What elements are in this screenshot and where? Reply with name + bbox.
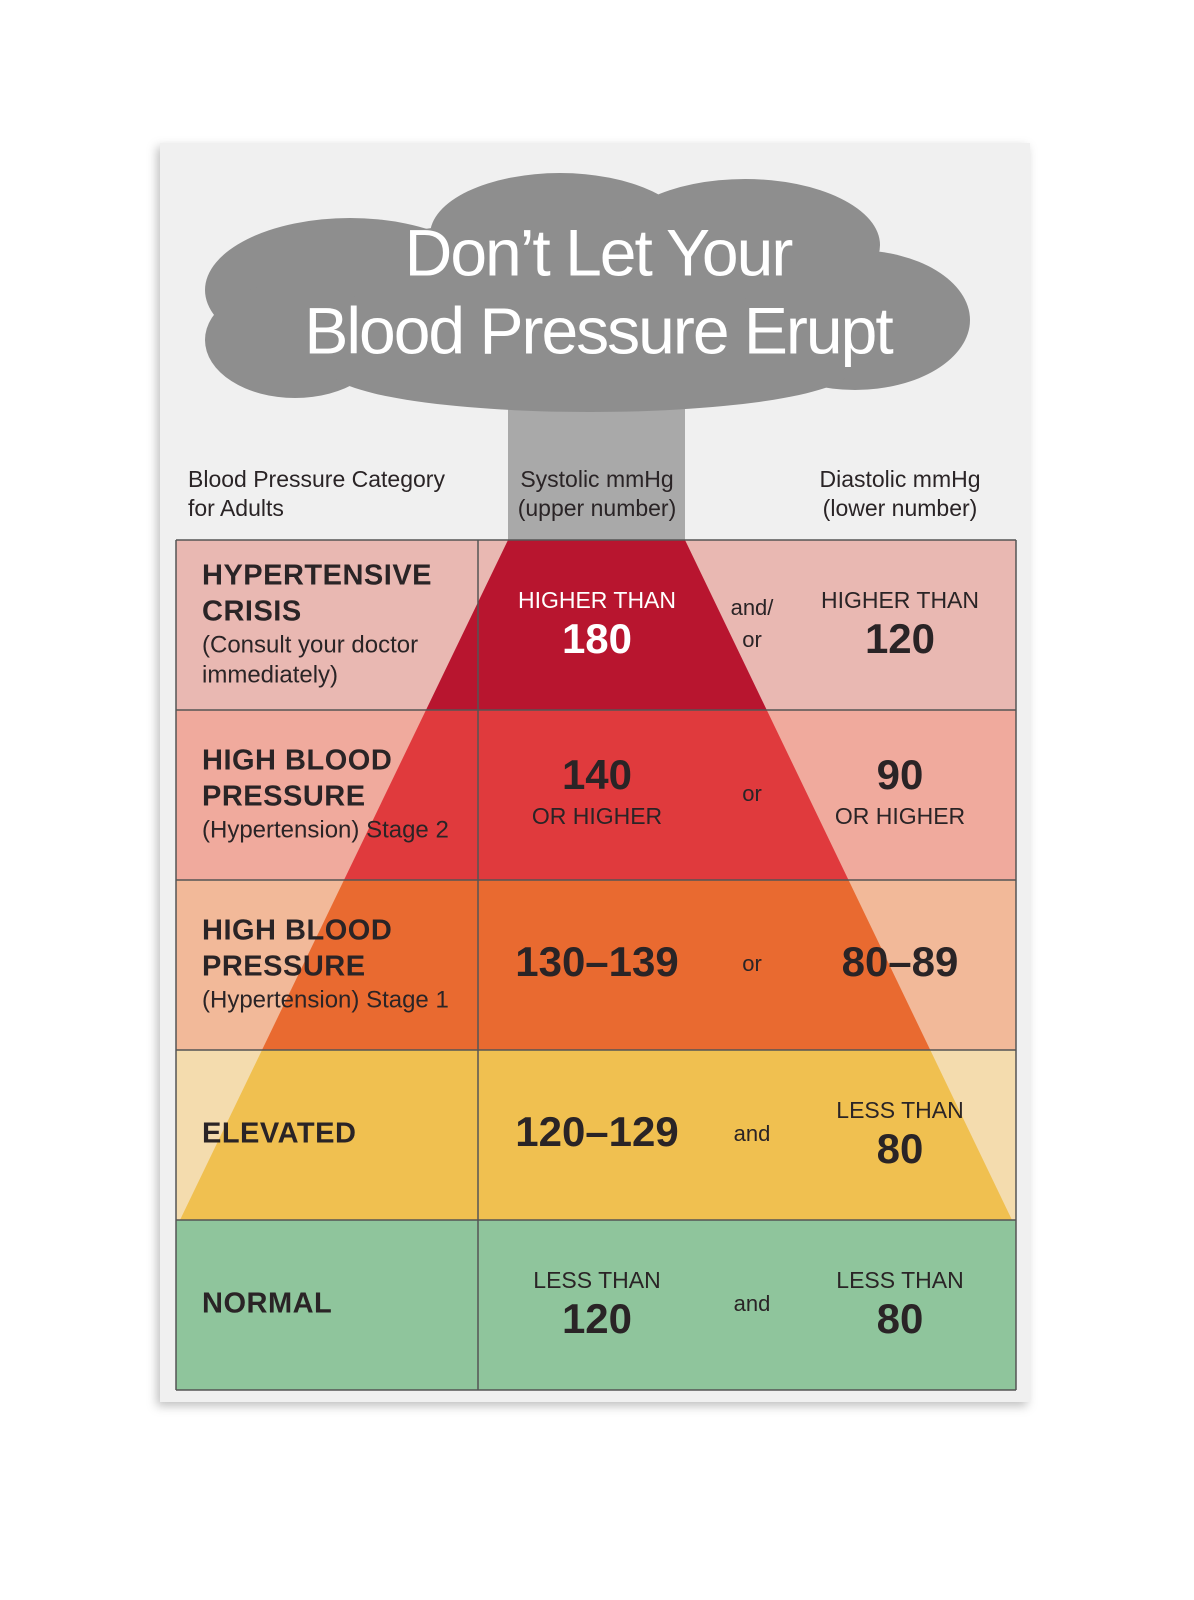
column-header: Systolic mmHg [520,466,673,492]
category-note: immediately) [202,661,338,688]
eruption-band [426,540,767,710]
reading-value: 80–89 [842,938,959,985]
reading-qualifier: HIGHER THAN [821,587,979,613]
connector: and [734,1291,771,1316]
column-header: for Adults [188,495,284,521]
category-name: ELEVATED [202,1118,356,1150]
category-name: CRISIS [202,596,302,628]
category-name: HIGH BLOOD [202,745,392,777]
reading-qualifier: OR HIGHER [835,803,965,829]
reading-qualifier: OR HIGHER [532,803,662,829]
reading-value: 130–139 [515,938,679,985]
reading-value: 180 [562,615,632,662]
title-line: Blood Pressure Erupt [304,293,893,367]
category-note: (Hypertension) Stage 1 [202,986,449,1013]
category-name: PRESSURE [202,781,366,813]
category-name: HIGH BLOOD [202,915,392,947]
reading-qualifier: LESS THAN [533,1267,660,1293]
reading-value: 120 [865,615,935,662]
column-header: (lower number) [823,495,978,521]
connector: and [734,1121,771,1146]
category-name: PRESSURE [202,951,366,983]
cloud [205,173,970,412]
connector: and/ [731,595,775,620]
table: HYPERTENSIVE CRISIS (Consult your doctor im… [175,539,1017,1391]
row-background [176,1220,1016,1390]
reading-value: 80 [877,1295,924,1342]
eruption-band [180,1050,1012,1220]
category-note: (Consult your doctor [202,631,418,658]
reading-qualifier: LESS THAN [836,1267,963,1293]
reading-value: 90 [877,751,924,798]
reading-qualifier: LESS THAN [836,1097,963,1123]
reading-value: 120–129 [515,1108,679,1155]
reading-value: 140 [562,751,632,798]
title-line: Don’t Let Your [405,215,793,289]
category-name: HYPERTENSIVE [202,560,432,592]
category-note: (Hypertension) Stage 2 [202,816,449,843]
column-header: Diastolic mmHg [819,466,980,492]
reading-qualifier: HIGHER THAN [518,587,676,613]
connector: or [742,781,762,806]
category-name: NORMAL [202,1288,332,1320]
cloud-stem [508,395,685,545]
reading-value: 80 [877,1125,924,1172]
connector: or [742,951,762,976]
eruption-band [344,710,849,880]
eruption-band [262,880,931,1050]
column-header: Blood Pressure Category [188,466,445,492]
reading-value: 120 [562,1295,632,1342]
column-header: (upper number) [518,495,677,521]
connector: or [742,627,762,652]
